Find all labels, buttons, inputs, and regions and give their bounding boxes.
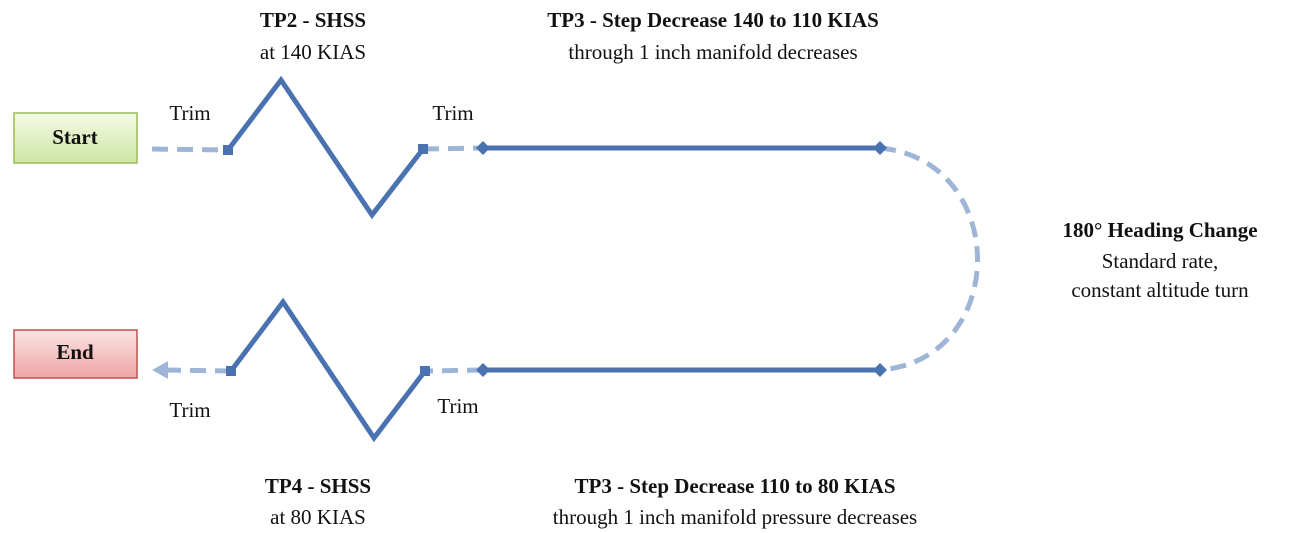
dashed-line (165, 367, 232, 374)
tp4-title: TP4 - SHSS (265, 474, 371, 498)
marker (873, 141, 887, 155)
marker (226, 366, 236, 376)
end-box (13, 329, 138, 379)
tp3-bottom-title: TP3 - Step Decrease 110 to 80 KIAS (575, 474, 896, 498)
tp3-bottom-subtitle: through 1 inch manifold pressure decreas… (553, 505, 917, 529)
trim-label: Trim (169, 398, 210, 422)
start-label: Start (52, 125, 98, 149)
turn-arc (879, 145, 980, 373)
marker (476, 141, 490, 155)
dashed-line (422, 145, 484, 152)
tp4-subtitle: at 80 KIAS (270, 505, 366, 529)
tp2-subtitle: at 140 KIAS (260, 40, 366, 64)
tp3-top-title: TP3 - Step Decrease 140 to 110 KIAS (547, 8, 879, 32)
marker (476, 363, 490, 377)
marker (873, 363, 887, 377)
turn-title: 180° Heading Change (1062, 218, 1257, 242)
zigzag (229, 297, 427, 443)
turn-line: constant altitude turn (1071, 278, 1249, 302)
end-label: End (56, 340, 94, 364)
turn-line: Standard rate, (1102, 249, 1219, 273)
arrow-head (152, 361, 168, 379)
marker (420, 366, 430, 376)
trim-label: Trim (169, 101, 210, 125)
trim-label: Trim (437, 394, 478, 418)
start-box (13, 112, 138, 164)
dashed-line (151, 146, 229, 153)
tp2-title: TP2 - SHSS (260, 8, 366, 32)
dashed-line (424, 367, 484, 374)
zigzag (226, 75, 425, 220)
trim-label: Trim (432, 101, 473, 125)
marker (418, 144, 428, 154)
tp3-top-subtitle: through 1 inch manifold decreases (568, 40, 857, 64)
marker (223, 145, 233, 155)
